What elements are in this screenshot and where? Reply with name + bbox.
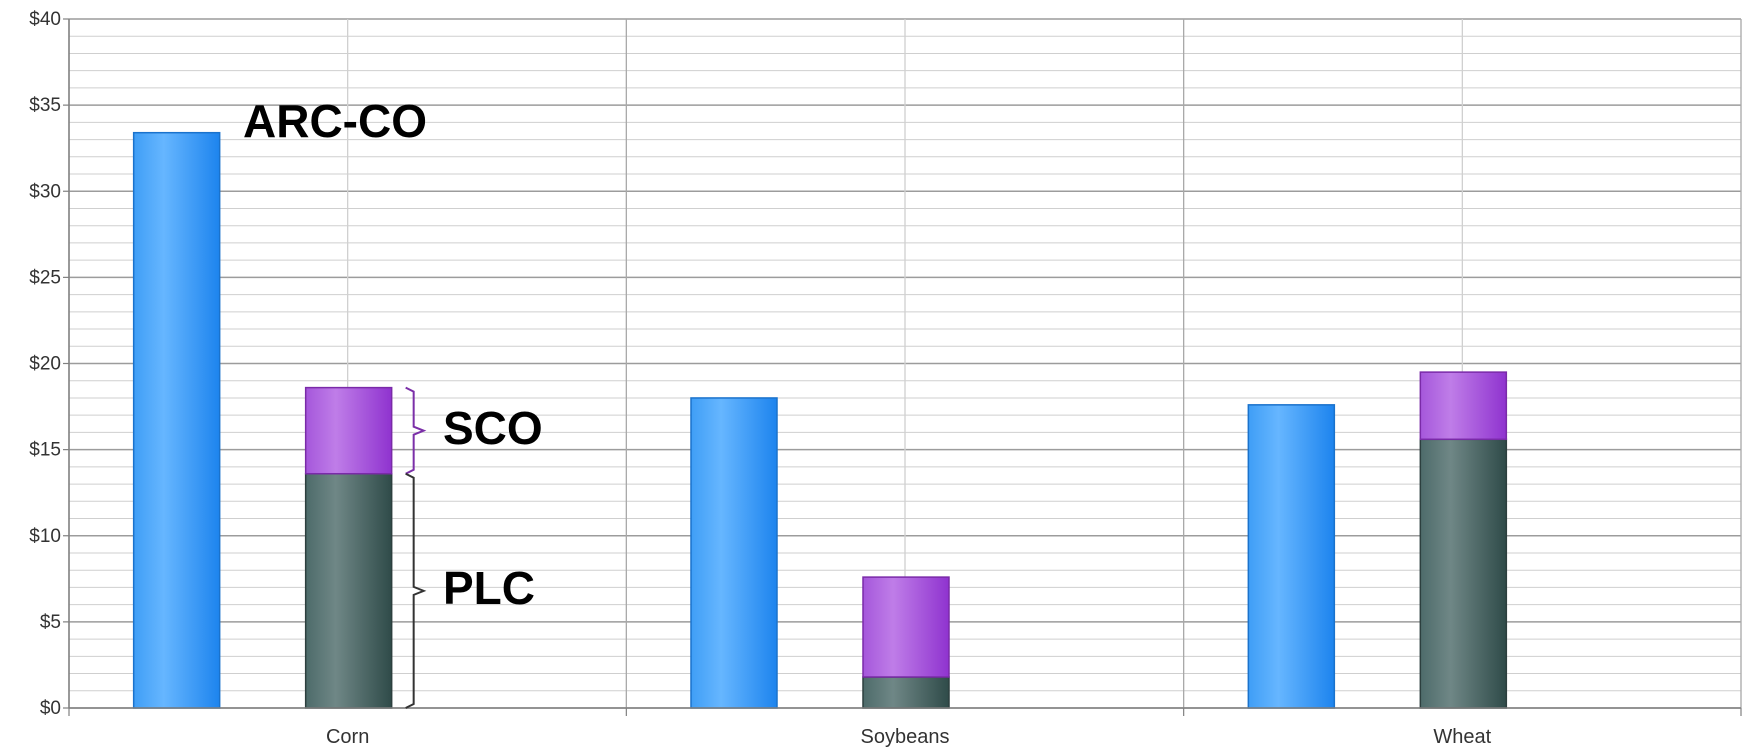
y-tick-label: $30 [29,181,61,202]
axes [63,18,1742,716]
bar-plc-wheat [1419,438,1508,709]
annotation-arc-co: ARC-CO [243,95,427,147]
bar-arc-co-corn [132,131,221,709]
y-tick-label: $5 [40,612,61,633]
y-axis-tick-labels: $0 $5 $10 $15 $20 $25 $30 $35 $40 [29,9,61,719]
bar-sco-corn [304,386,393,475]
y-tick-label: $20 [29,354,61,375]
annotations: ARC-CO SCO PLC [243,95,543,709]
y-tick-label: $0 [40,698,61,719]
x-category-label: Wheat [1433,726,1491,748]
y-tick-label: $25 [29,267,61,288]
x-axis-category-labels: Corn Soybeans Wheat [326,726,1492,748]
y-tick-label: $40 [29,9,61,30]
bar-plc-soybeans [862,676,950,709]
bar-plc-corn [304,472,393,709]
y-tick-label: $35 [29,95,61,116]
sco-bracket [405,386,427,475]
bar-sco-wheat [1419,371,1508,441]
bar-sco-soybeans [862,576,950,678]
x-category-label: Corn [326,726,369,748]
x-category-label: Soybeans [861,726,950,748]
y-tick-label: $10 [29,526,61,547]
annotation-plc: PLC [443,562,535,614]
bar-arc-co-wheat [1247,404,1336,709]
y-tick-label: $15 [29,440,61,461]
annotation-sco: SCO [443,402,543,454]
bars [132,131,1508,709]
plc-bracket [405,472,427,709]
bar-arc-co-soybeans [690,397,778,709]
